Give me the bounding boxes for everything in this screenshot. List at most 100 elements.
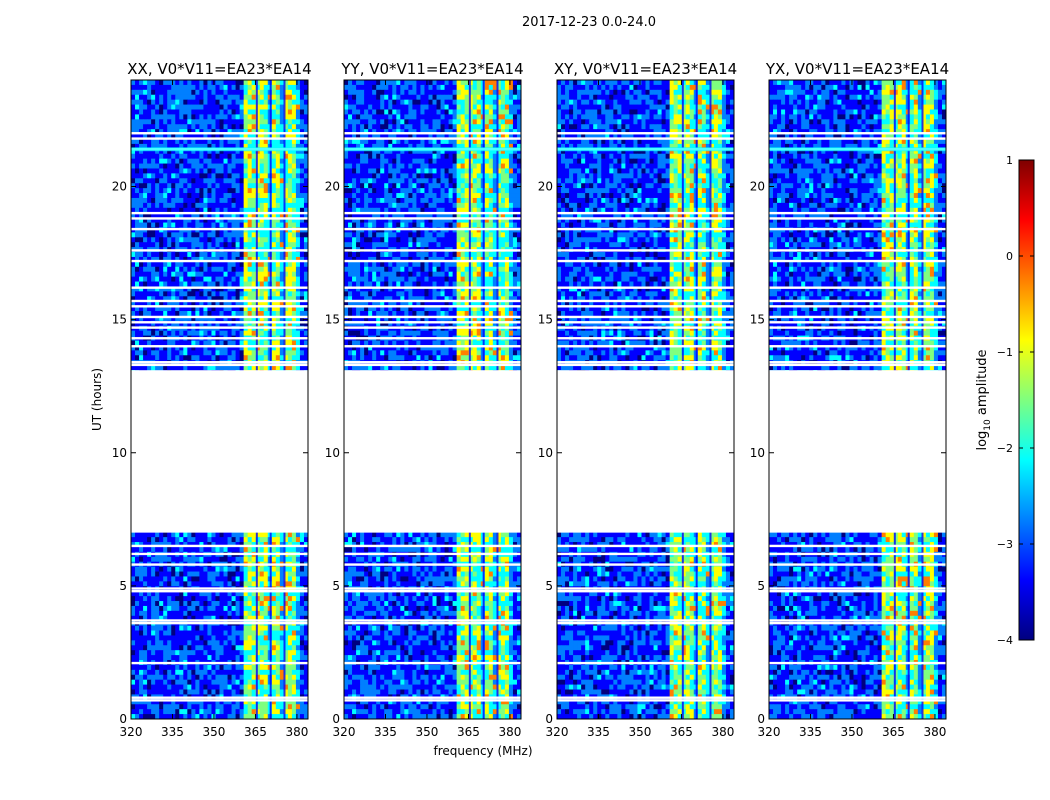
heatmap-cell (143, 119, 148, 125)
heatmap-cell (255, 188, 261, 194)
heatmap-cell (131, 237, 136, 243)
heatmap-cell (295, 256, 301, 263)
heatmap-cell (275, 537, 281, 543)
heatmap-cell (211, 134, 216, 140)
heatmap-cell (255, 350, 261, 356)
heatmap-cell (187, 286, 192, 292)
heatmap-cell (303, 89, 308, 96)
heatmap-cell (143, 635, 148, 641)
heatmap-cell (299, 207, 305, 214)
heatmap-cell (171, 576, 176, 582)
heatmap-cell (171, 252, 176, 258)
heatmap-cell (195, 202, 200, 209)
heatmap-cell (219, 566, 224, 572)
heatmap-cell (211, 571, 216, 577)
heatmap-cell (247, 286, 253, 292)
heatmap-cell (227, 99, 232, 105)
heatmap-cell (211, 340, 216, 346)
heatmap-cell (183, 571, 188, 577)
heatmap-cell (231, 193, 236, 199)
heatmap-cell (263, 340, 269, 346)
heatmap-cell (247, 129, 253, 135)
heatmap-cell (131, 271, 136, 278)
heatmap-cell (187, 252, 192, 258)
heatmap-cell (183, 173, 188, 179)
heatmap-cell (271, 291, 277, 297)
heatmap-cell (151, 168, 156, 174)
heatmap-cell (299, 143, 305, 150)
heatmap-cell (303, 546, 308, 553)
heatmap-cell (223, 124, 228, 130)
heatmap-cell (251, 94, 257, 101)
heatmap-cell (251, 114, 257, 120)
heatmap-cell (175, 581, 180, 587)
heatmap-cell (247, 340, 253, 346)
heatmap-cell (215, 542, 220, 548)
heatmap-cell (139, 84, 144, 91)
heatmap-cell (299, 173, 305, 179)
heatmap-cell (255, 615, 261, 622)
heatmap-cell (175, 80, 180, 86)
heatmap-cell (275, 596, 281, 602)
heatmap-cell (131, 276, 136, 282)
heatmap-cell (195, 630, 200, 636)
heatmap-cell (207, 178, 212, 184)
heatmap-cell (223, 355, 228, 361)
heatmap-cell (183, 148, 188, 155)
heatmap-cell (207, 566, 212, 572)
heatmap-cell (251, 153, 257, 160)
heatmap-cell (235, 202, 241, 209)
heatmap-cell (187, 188, 192, 194)
heatmap-cell (167, 537, 172, 543)
heatmap-cell (303, 320, 308, 327)
heatmap-cell (151, 202, 156, 209)
heatmap-cell (299, 581, 305, 587)
heatmap-cell (231, 581, 236, 587)
heatmap-cell (283, 183, 289, 189)
heatmap-cell (235, 80, 241, 86)
heatmap-cell (271, 276, 277, 282)
heatmap-cell (143, 134, 148, 140)
heatmap-cell (271, 237, 277, 243)
heatmap-cell (151, 124, 156, 130)
heatmap-cell (287, 109, 293, 115)
heatmap-cell (171, 173, 176, 179)
heatmap-cell (199, 212, 204, 219)
heatmap-cell (243, 281, 249, 287)
heatmap-cell (171, 365, 176, 371)
heatmap-cell (279, 625, 285, 631)
heatmap-cell (155, 188, 160, 194)
heatmap-cell (279, 350, 285, 356)
heatmap-cell (271, 581, 277, 587)
heatmap-cell (207, 615, 212, 622)
heatmap-cell (207, 315, 212, 322)
heatmap-cell (179, 193, 184, 199)
heatmap-cell (239, 158, 245, 164)
heatmap-cell (223, 571, 228, 577)
heatmap-cell (271, 119, 277, 125)
heatmap-cell (283, 104, 289, 110)
heatmap-cell (191, 340, 196, 346)
heatmap-cell (151, 306, 156, 312)
heatmap-cell (215, 173, 220, 179)
heatmap-cell (235, 537, 241, 543)
heatmap-cell (303, 232, 308, 238)
heatmap-cell (199, 271, 204, 278)
heatmap-cell (223, 202, 228, 209)
heatmap-cell (175, 252, 180, 258)
heatmap-cell (167, 345, 172, 351)
heatmap-cell (203, 281, 208, 287)
heatmap-cell (259, 242, 265, 248)
heatmap-cell (271, 301, 277, 307)
heatmap-cell (287, 89, 293, 96)
heatmap-cell (219, 261, 224, 268)
heatmap-cell (271, 615, 277, 622)
heatmap-cell (155, 532, 160, 538)
heatmap-cell (159, 104, 164, 110)
heatmap-cell (155, 546, 160, 553)
heatmap-cell (167, 207, 172, 214)
heatmap-cell (135, 138, 140, 145)
heatmap-cell (167, 311, 172, 317)
heatmap-cell (163, 330, 168, 336)
heatmap-cell (299, 153, 305, 160)
